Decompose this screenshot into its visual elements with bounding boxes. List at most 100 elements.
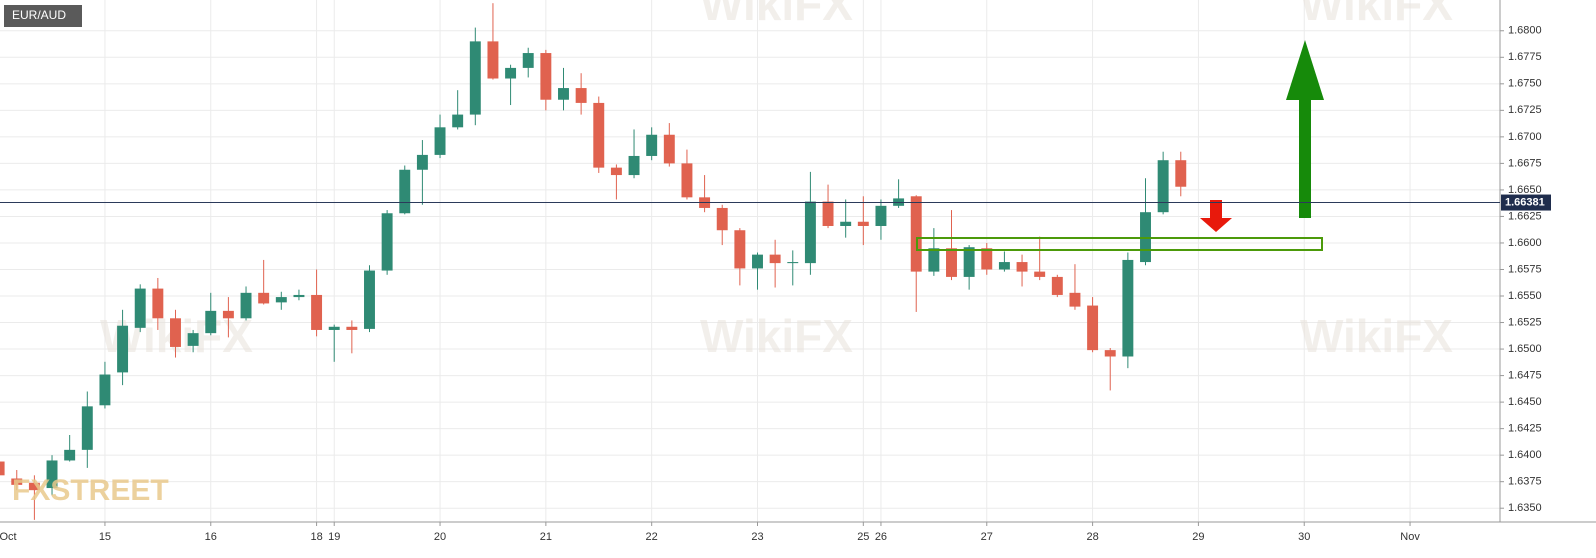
candle-body (328, 326, 340, 330)
y-tick-label: 1.6800 (1508, 25, 1542, 37)
candle-body (610, 167, 622, 176)
candle-body (769, 254, 781, 264)
y-tick-label: 1.6600 (1508, 237, 1542, 249)
candle-body (822, 201, 834, 226)
candle-body (187, 333, 199, 346)
symbol-box (4, 5, 82, 27)
candle-body (81, 406, 93, 450)
candle-body (1157, 160, 1169, 213)
candle-body (716, 207, 728, 231)
x-tick-label: 18 (310, 531, 322, 543)
x-tick-label: Nov (1400, 531, 1420, 543)
x-tick-label: 28 (1086, 531, 1098, 543)
candle-body (1051, 276, 1063, 295)
y-tick-label: 1.6525 (1508, 316, 1542, 328)
candle-body (804, 201, 816, 264)
x-tick-label: Oct (0, 531, 17, 543)
support-zone (916, 237, 1323, 251)
grid (0, 0, 1500, 522)
y-tick-label: 1.6775 (1508, 51, 1542, 63)
candle-body (99, 374, 111, 406)
x-tick-label: 30 (1298, 531, 1310, 543)
y-tick-label: 1.6450 (1508, 396, 1542, 408)
y-tick-label: 1.6700 (1508, 131, 1542, 143)
x-tick-label: 22 (646, 531, 658, 543)
y-tick-label: 1.6350 (1508, 502, 1542, 514)
candle-body (875, 205, 887, 226)
y-tick-label: 1.6625 (1508, 210, 1542, 222)
x-tick-label: 19 (328, 531, 340, 543)
x-tick-label: 27 (981, 531, 993, 543)
symbol-label: EUR/AUD (12, 8, 66, 22)
watermarks: WikiFX WikiFX WikiFX WikiFX WikiFX (100, 0, 1453, 362)
candle-body (11, 478, 23, 485)
candle-body (857, 221, 869, 226)
candle-body (0, 461, 5, 476)
candle-body (928, 248, 940, 272)
candle-body (558, 88, 569, 100)
watermark: WikiFX (1300, 0, 1453, 30)
up-arrow (1286, 40, 1324, 218)
candle-body (540, 53, 552, 100)
candle-body (787, 262, 799, 264)
candle-body (663, 134, 675, 164)
candle-body (293, 294, 305, 298)
y-tick-label: 1.6750 (1508, 78, 1542, 90)
candle-body (469, 41, 481, 115)
candle-body (1104, 350, 1116, 357)
candle-body (222, 310, 234, 319)
candle-body (170, 318, 181, 347)
last-price-box (1501, 194, 1551, 211)
x-tick-label: 20 (434, 531, 446, 543)
candle-body (1069, 292, 1081, 307)
candle-body (1016, 262, 1028, 272)
candle-body (734, 230, 746, 269)
candle-body (434, 127, 446, 155)
y-tick-label: 1.6500 (1508, 343, 1542, 355)
candle-body (134, 288, 146, 328)
y-tick-label: 1.6425 (1508, 423, 1542, 435)
watermark: WikiFX (700, 310, 853, 362)
y-tick-label: 1.6375 (1508, 476, 1542, 488)
candle-body (258, 292, 270, 304)
candle-body (963, 247, 975, 277)
candles (0, 3, 1187, 520)
candle-body (46, 460, 58, 489)
y-tick-label: 1.6675 (1508, 157, 1542, 169)
y-tick-label: 1.6550 (1508, 290, 1542, 302)
candle-body (399, 169, 411, 214)
candle-body (840, 221, 852, 226)
candle-body (117, 325, 129, 373)
candle-body (646, 134, 658, 156)
candle-body (1175, 160, 1187, 187)
candle-body (205, 310, 217, 334)
x-tick-label: 25 (857, 531, 869, 543)
candle-body (628, 155, 640, 176)
x-tick-label: 23 (751, 531, 763, 543)
x-tick-label: 16 (205, 531, 217, 543)
candle-body (28, 482, 40, 491)
candle-body (575, 88, 587, 103)
candle-body (364, 270, 375, 329)
x-tick-label: 26 (875, 531, 887, 543)
x-tick-label: 29 (1192, 531, 1204, 543)
y-tick-label: 1.6475 (1508, 369, 1542, 381)
watermark: WikiFX (700, 0, 853, 30)
candle-body (981, 248, 993, 270)
axes: 1.6350 1.6375 1.6400 1.6425 1.6450 1.6475 1.65… (0, 25, 1551, 543)
candle-body (381, 213, 393, 271)
candle-body (275, 297, 287, 303)
candle-body (311, 294, 323, 330)
down-arrow (1200, 200, 1232, 232)
x-tick-label: 15 (99, 531, 111, 543)
candle-body (487, 41, 499, 79)
x-tick-label: 21 (540, 531, 552, 543)
y-tick-label: 1.6650 (1508, 184, 1542, 196)
candle-body (64, 449, 76, 461)
logo: FXSTREET (12, 474, 169, 507)
candle-body (152, 288, 164, 319)
candle-body (522, 53, 534, 68)
candle-body (505, 67, 517, 79)
candle-body (946, 248, 957, 277)
